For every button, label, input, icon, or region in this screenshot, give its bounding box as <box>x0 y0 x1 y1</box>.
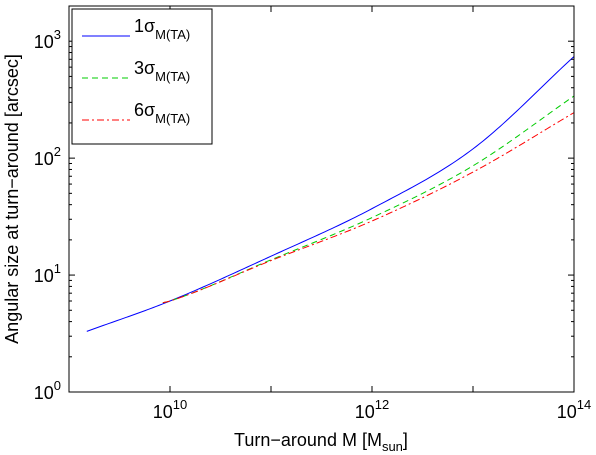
y-tick-label: 100 <box>34 378 61 403</box>
legend-label-1: 1σM(TA) <box>134 16 190 42</box>
y-tick-label: 102 <box>34 144 61 169</box>
series-layer <box>86 56 575 332</box>
y-axis-label: Angular size at turn−around [arcsec] <box>2 54 22 344</box>
series-line-3 <box>162 112 575 304</box>
ticks-layer: 1010 1012 1014 100 101 102 103 <box>34 5 592 422</box>
x-tick-label: 1010 <box>153 397 188 422</box>
series-line-1 <box>86 56 575 332</box>
series-line-2 <box>162 95 575 304</box>
y-tick-label: 101 <box>34 261 61 286</box>
x-tick-label: 1014 <box>557 397 592 422</box>
y-tick-label: 103 <box>34 27 61 52</box>
legend: 1σM(TA) 3σM(TA) 6σM(TA) <box>71 8 213 145</box>
plot-frame <box>68 5 575 393</box>
x-axis-label: Turn−around M [Msun] <box>234 430 408 454</box>
legend-label-3: 6σM(TA) <box>134 100 190 126</box>
x-tick-label: 1012 <box>355 397 390 422</box>
legend-label-2: 3σM(TA) <box>134 58 190 84</box>
legend-box <box>71 8 213 145</box>
